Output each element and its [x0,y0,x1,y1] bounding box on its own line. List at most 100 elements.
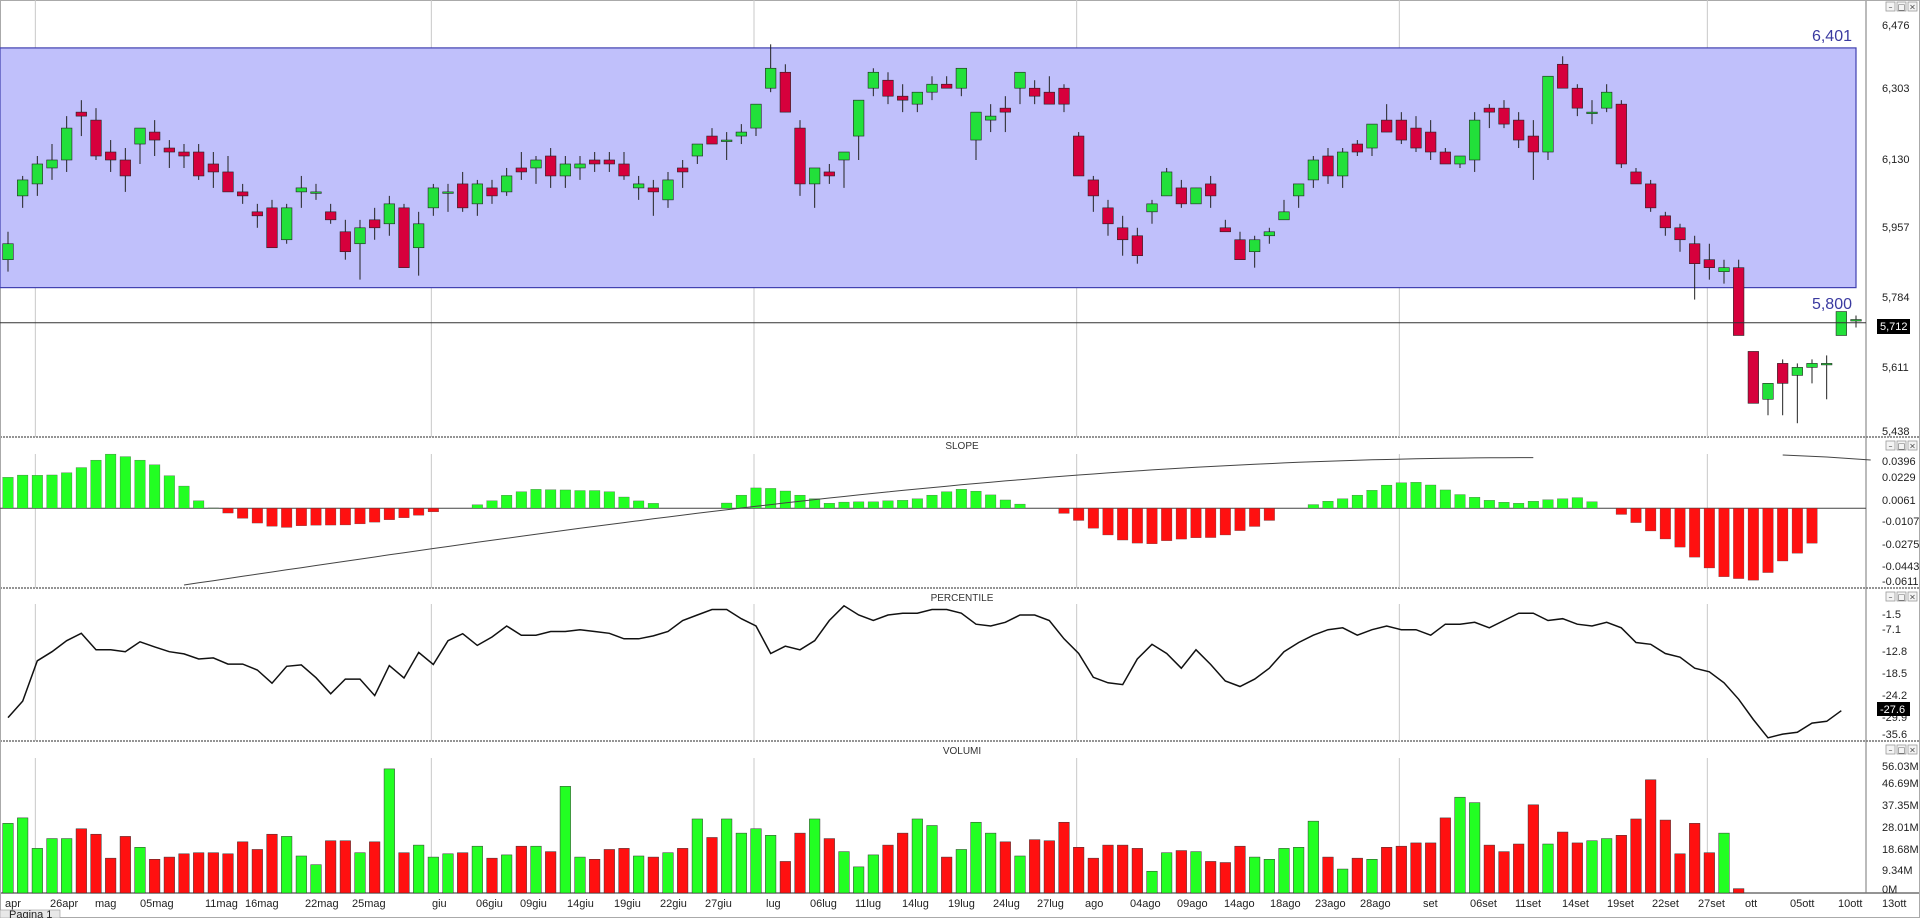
slope-bar-positive [472,505,483,508]
slope-bar-positive [956,489,967,508]
candle-down-body [399,208,410,268]
window-button-glyph: □ [1898,442,1906,451]
volume-bar-down [1323,857,1334,893]
candle-down-body [1059,88,1070,104]
slope-bar-positive [120,457,131,509]
slope-bar-positive [883,501,894,508]
slope-bar-positive [76,468,87,509]
volume-bar-up [1308,821,1319,893]
slope-bar-negative [1748,508,1759,580]
candle-up-body [472,184,483,204]
volume-bar-up [1015,856,1026,893]
volume-bar-down [941,857,952,893]
candle-down-body [1381,120,1392,132]
slope-bar-positive [545,490,556,509]
candle-down-body [1777,363,1788,383]
vol-tick-4: 18.68M [1882,844,1919,856]
slope-bar-positive [1015,504,1026,508]
date-label: 14set [1562,898,1589,910]
slope-bar-positive [1367,490,1378,508]
date-label: 19lug [948,898,975,910]
price-window-button-minimize[interactable]: – [1886,2,1895,12]
candle-down-body [941,84,952,88]
price-last-tag-text: 5,712 [1880,321,1908,333]
volume-bar-down [325,841,336,893]
volume-bar-up [692,819,703,893]
price-window-button-close[interactable]: × [1908,2,1917,12]
candle-down-body [1323,156,1334,176]
candle-down-body [193,152,204,176]
volume-window-button-close[interactable]: × [1908,745,1917,755]
percentile-window-button-close[interactable]: × [1908,592,1917,602]
candle-up-body [413,224,424,248]
slope-bar-positive [912,499,923,508]
slope-window-button-minimize[interactable]: – [1886,441,1895,451]
slope-bar-positive [531,489,542,508]
candle-up-body [956,68,967,88]
slope-window-button-close[interactable]: × [1908,441,1917,451]
candle-down-body [1220,228,1231,232]
candle-up-body [501,176,512,192]
volume-bar-up [296,856,307,893]
slope-bar-positive [985,495,996,508]
volume-bar-down [824,839,835,893]
slope-bar-positive [619,497,630,508]
volume-bar-up [3,823,14,893]
slope-bar-positive [1499,502,1510,508]
volume-window-button-maximize[interactable]: □ [1897,745,1906,755]
candle-down-body [120,160,131,176]
slope-bar-positive [1543,500,1554,508]
slope-bar-negative [413,508,424,515]
sheet-tab[interactable]: Pagina 1 [0,909,60,918]
date-label: 14lug [902,898,929,910]
date-label: 27lug [1037,898,1064,910]
candle-up-body [736,132,747,136]
slope-window-button-maximize[interactable]: □ [1897,441,1906,451]
slope-bar-negative [399,508,410,518]
date-label: 11lug [855,898,881,910]
candle-down-body [648,188,659,192]
price-window-button-maximize[interactable]: □ [1897,2,1906,12]
slope-bar-negative [281,508,292,527]
percentile-last-tag-text: -27.6 [1880,704,1905,716]
slope-bar-negative [1777,508,1788,561]
candle-down-body [267,208,278,248]
slope-bar-positive [1469,497,1480,508]
volume-bar-down [1557,832,1568,893]
slope-bar-positive [1396,483,1407,508]
candle-down-body [883,80,894,96]
candle-up-body [135,128,146,144]
slope-bar-positive [149,465,160,508]
candle [1733,260,1744,336]
slope-bar-negative [1176,508,1187,539]
candle-down-body [1073,136,1084,176]
slope-bar-positive [1587,502,1598,508]
volume-bar-up [1587,841,1598,893]
volume-bar-down [619,848,630,893]
candle-up-body [1719,268,1730,272]
candle-down-body [91,120,102,156]
date-label: 16mag [245,898,279,910]
candle-down-body [76,112,87,116]
volume-bar-up [956,849,967,893]
volume-bar-down [707,837,718,893]
candle-up-body [355,228,366,244]
slope-bar-positive [589,491,600,509]
price-tick-1: 6,303 [1882,83,1910,95]
percentile-window-button-minimize[interactable]: – [1886,592,1895,602]
slope-bar-negative [1205,508,1216,537]
volume-bar-down [1425,843,1436,893]
candle [1191,188,1202,204]
percentile-window-button-maximize[interactable]: □ [1897,592,1906,602]
candle-down-body [1528,136,1539,152]
price-range-band [0,48,1856,288]
candle-up-body [32,164,43,184]
candle-down-body [1117,228,1128,240]
slope-bar-negative [1235,508,1246,530]
slope-bar-negative [1161,508,1172,541]
candle-up-body [853,100,864,136]
volume-window-button-minimize[interactable]: – [1886,745,1895,755]
candle-up-body [1601,92,1612,108]
candle-down-body [516,168,527,172]
